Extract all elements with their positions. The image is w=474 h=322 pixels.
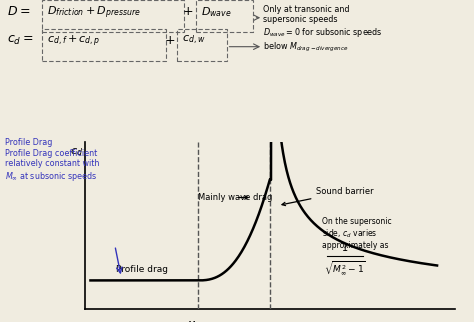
Text: $D =$: $D =$ [7, 5, 30, 18]
Text: $c_d =$: $c_d =$ [7, 34, 34, 47]
Text: $+$: $+$ [164, 34, 175, 47]
Text: $D_{friction} + D_{pressure}$: $D_{friction} + D_{pressure}$ [47, 5, 141, 21]
Text: Profile Drag
Profile Drag coefficient
relatively constant with
$M_\infty$ at sub: Profile Drag Profile Drag coefficient re… [5, 138, 99, 183]
Text: $c_{d,w}$: $c_{d,w}$ [182, 34, 206, 47]
Text: $c_d$: $c_d$ [70, 147, 83, 158]
Text: $1$: $1$ [270, 320, 277, 322]
Text: Mainly wave drag: Mainly wave drag [198, 193, 273, 202]
Text: Sound barrier: Sound barrier [282, 187, 374, 206]
Text: $M_{\rm drag}$: $M_{\rm drag}$ [187, 320, 210, 322]
Text: $1$: $1$ [341, 241, 348, 253]
Text: $c_{d,f} + c_{d,p}$: $c_{d,f} + c_{d,p}$ [47, 34, 101, 49]
Text: On the supersonic
side, $c_d$ varies
approximately as: On the supersonic side, $c_d$ varies app… [321, 217, 391, 250]
Text: Only at transonic and
supersonic speeds
$D_{wave}=0$ for subsonic speeds
below $: Only at transonic and supersonic speeds … [263, 5, 383, 54]
Text: $0$: $0$ [275, 320, 283, 322]
Text: $D_{wave}$: $D_{wave}$ [201, 5, 232, 19]
Text: Profile drag: Profile drag [116, 265, 168, 274]
Text: $+$: $+$ [182, 5, 194, 18]
Text: $\sqrt{M_\infty^2-1}$: $\sqrt{M_\infty^2-1}$ [324, 260, 365, 277]
